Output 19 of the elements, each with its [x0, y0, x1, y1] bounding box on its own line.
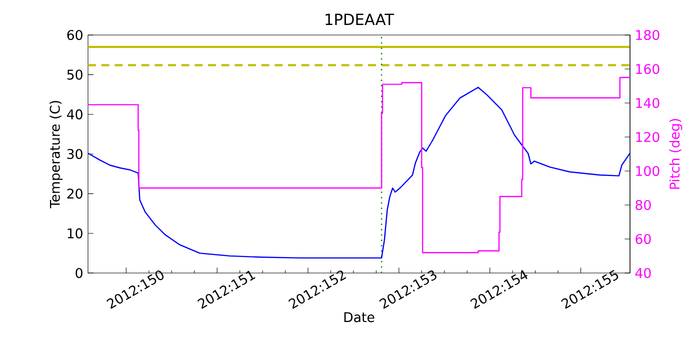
- y-tick-label: 0: [76, 268, 82, 278]
- y-tick-label: 60: [67, 30, 82, 40]
- y2-axis-title: Pitch (deg): [669, 119, 682, 189]
- y2-tick-label: 80: [636, 200, 651, 210]
- y2-tick-label: 100: [636, 166, 660, 176]
- y2-tick-label: 140: [636, 98, 660, 108]
- y-tick-label: 10: [68, 228, 82, 238]
- y-tick-label: 40: [66, 109, 82, 120]
- chart-title: 1PDEAAT: [326, 14, 394, 25]
- y2-tick-label: 60: [636, 234, 651, 244]
- y2-tick-label: 180: [636, 30, 660, 40]
- y2-tick-label: 120: [636, 132, 660, 142]
- y-tick-label: 20: [67, 188, 82, 199]
- x-axis-title: Date: [344, 312, 374, 322]
- y-tick-label: 30: [67, 148, 82, 160]
- y-tick-label: 50: [67, 70, 82, 80]
- y2-tick-label: 40: [635, 268, 651, 278]
- y2-tick-label: 160: [636, 64, 660, 74]
- y-axis-title: Temperature (C): [50, 100, 63, 208]
